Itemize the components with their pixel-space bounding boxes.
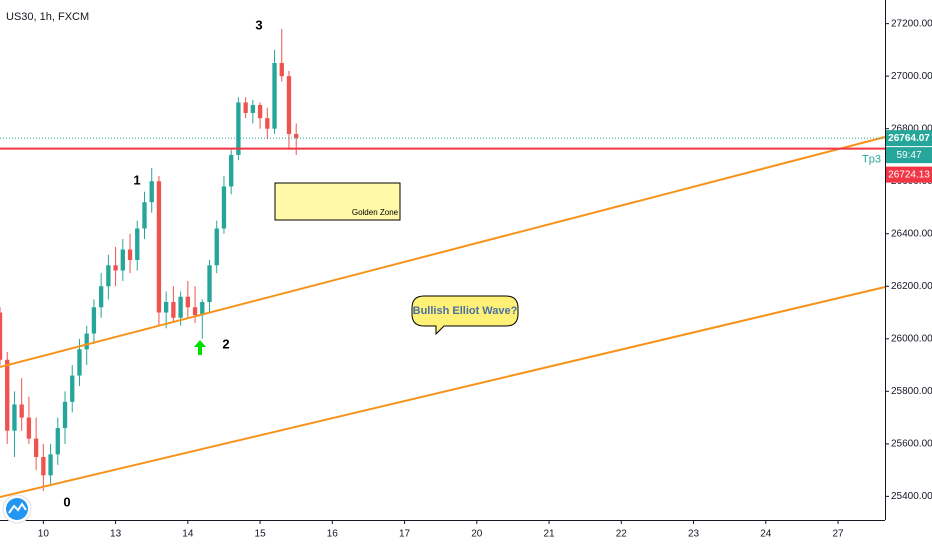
y-tick-label: 25800.00	[891, 386, 932, 397]
level-tag	[886, 166, 932, 183]
level-name: Tp3	[862, 154, 881, 166]
x-tick-label: 21	[543, 529, 555, 540]
candle-body	[185, 296, 191, 308]
countdown-tag	[886, 147, 932, 164]
callout-bubble	[411, 295, 519, 336]
candle-body	[0, 312, 3, 360]
candle-body	[91, 307, 97, 334]
candle-body	[113, 265, 118, 271]
wave-label: 1	[133, 172, 140, 187]
candle-body	[70, 375, 75, 402]
candle-body	[33, 438, 39, 457]
y-tick-label: 27000.00	[891, 71, 932, 82]
wave-label: 0	[63, 494, 70, 509]
candle-body	[12, 404, 17, 431]
callout-text: Bullish Elliot Wave?	[413, 305, 518, 317]
candle-body	[26, 417, 32, 439]
candle-body	[257, 105, 263, 119]
y-tick-label: 27200.00	[891, 18, 932, 29]
candle-body	[77, 349, 82, 376]
candle-body	[286, 76, 292, 134]
candle-body	[171, 302, 176, 318]
trend-line-upper	[0, 136, 886, 368]
golden-zone-label: Golden Zone	[352, 208, 399, 217]
y-tick-label: 26000.00	[891, 333, 932, 344]
x-tick-label: 15	[255, 529, 267, 540]
candle-body	[142, 202, 147, 229]
candle-body	[207, 265, 212, 303]
candle-body	[236, 102, 241, 155]
x-tick-label: 13	[110, 529, 122, 540]
y-tick-label: 25400.00	[891, 491, 932, 502]
candle-body	[48, 454, 53, 476]
wave-label: 2	[222, 336, 229, 351]
y-tick-label: 26400.00	[891, 228, 932, 239]
candle-body	[120, 249, 125, 271]
candle-body	[127, 249, 133, 260]
last-price-label: 26764.07	[888, 133, 930, 144]
chart-title: US30, 1h, FXCM	[6, 11, 89, 23]
candle-body	[200, 302, 205, 316]
countdown-label: 59:47	[896, 150, 921, 161]
x-tick-label: 22	[616, 529, 628, 540]
candle-body	[41, 456, 46, 476]
candle-body	[55, 428, 60, 455]
candle-body	[178, 296, 183, 318]
candle-body	[229, 154, 234, 187]
x-tick-label: 23	[688, 529, 700, 540]
golden-zone	[274, 182, 401, 221]
last-price-tag	[886, 130, 932, 147]
level-label: 26724.13	[888, 169, 930, 180]
y-tick-label: 26800.00	[891, 123, 932, 134]
candle-body	[156, 181, 162, 313]
x-tick-label: 17	[399, 529, 411, 540]
candle-body	[163, 302, 169, 313]
up-arrow	[194, 340, 206, 355]
x-tick-label: 27	[832, 529, 844, 540]
logo	[2, 494, 32, 524]
y-tick-label: 25600.00	[891, 438, 932, 449]
wave-label: 3	[255, 17, 262, 32]
candle-body	[272, 63, 277, 129]
candle-body	[62, 401, 68, 429]
x-tick-label: 16	[327, 529, 339, 540]
trend-line-lower	[0, 286, 886, 498]
x-tick-label: 20	[471, 529, 483, 540]
candle-body	[250, 105, 256, 113]
candle-body	[279, 63, 284, 77]
candle-body	[221, 186, 227, 229]
candle-body	[19, 404, 24, 418]
logo-mark	[8, 502, 27, 514]
candle-body	[98, 286, 104, 308]
y-tick-label: 26200.00	[891, 281, 932, 292]
candle-body	[192, 307, 198, 316]
candle-body	[149, 181, 154, 203]
plot-area	[0, 28, 299, 492]
x-tick-label: 10	[38, 529, 50, 540]
candle-body	[214, 228, 219, 266]
x-tick-label: 14	[182, 529, 194, 540]
x-tick-label: 24	[760, 529, 772, 540]
candle-body	[265, 118, 270, 129]
candle-body	[294, 133, 299, 139]
candle-body	[5, 359, 10, 431]
candle-body	[243, 102, 248, 113]
candle-body	[135, 228, 140, 260]
candle-body	[106, 265, 111, 287]
candle-body	[84, 333, 89, 350]
